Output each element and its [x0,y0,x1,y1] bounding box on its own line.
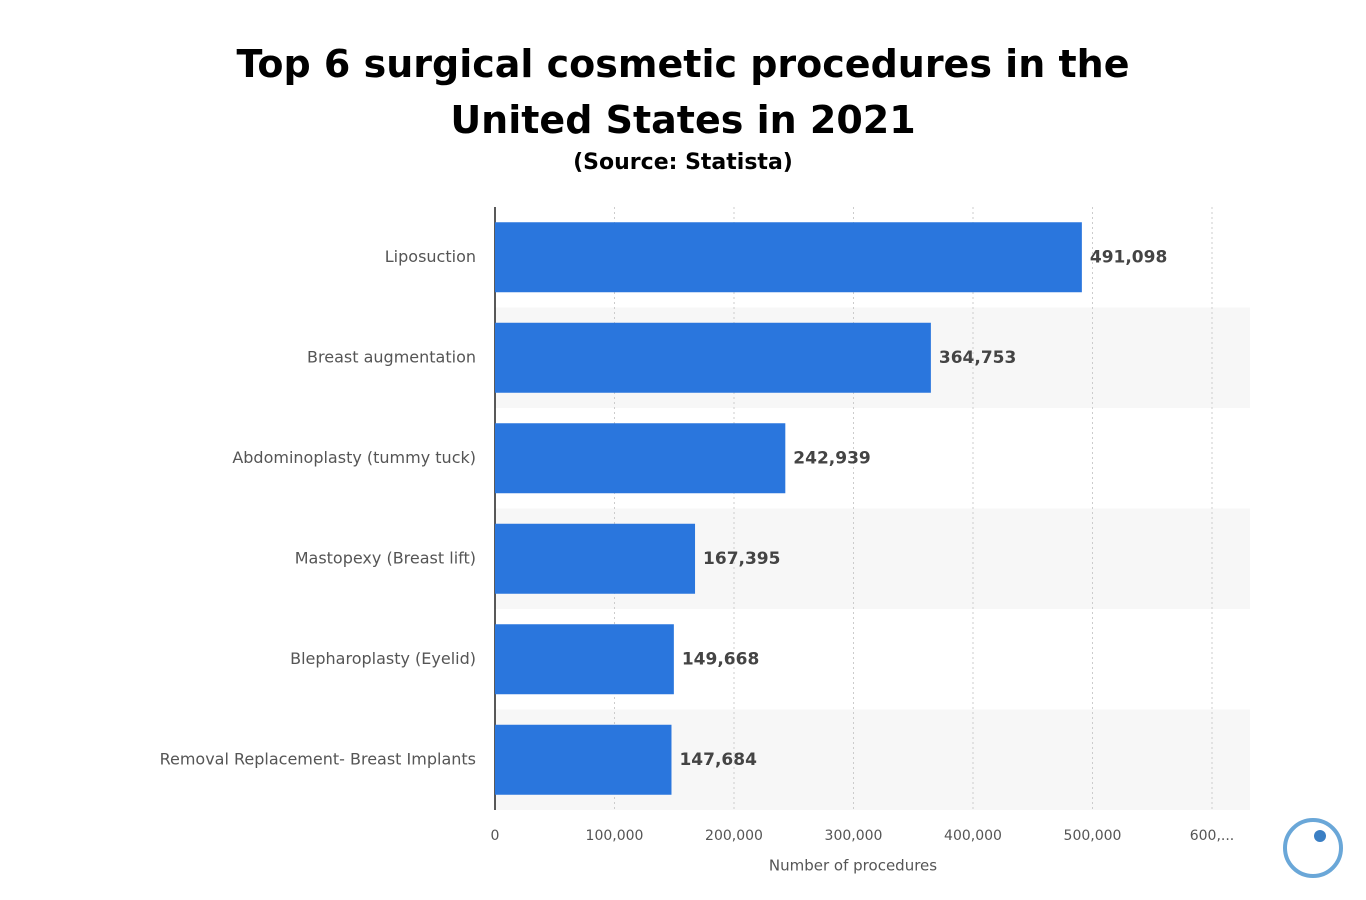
y-tick-label: Removal Replacement- Breast Implants [160,749,476,768]
bar [495,222,1082,293]
x-tick-label: 300,000 [825,828,883,844]
x-axis-label: Number of procedures [769,857,937,875]
x-tick-label: 100,000 [586,828,644,844]
x-tick-label: 400,000 [944,828,1002,844]
bar [495,724,672,795]
y-tick-label: Mastopexy (Breast lift) [295,548,476,567]
y-tick-label: Blepharoplasty (Eyelid) [290,649,476,668]
y-tick-label: Abdominoplasty (tummy tuck) [232,448,476,467]
logo-ring [1283,818,1343,878]
value-label: 149,668 [682,649,759,669]
x-tick-label: 500,000 [1064,828,1122,844]
y-tick-label: Breast augmentation [307,347,476,366]
bar [495,322,931,393]
bar [495,523,696,594]
x-tick-label: 600,... [1190,828,1235,844]
bar [495,423,786,494]
chart-title: Top 6 surgical cosmetic procedures in th… [236,42,1130,142]
value-label: 491,098 [1090,247,1167,267]
logo-dot [1314,830,1326,842]
value-label: 242,939 [793,448,870,468]
logo [1283,818,1343,878]
y-tick-label: Liposuction [385,247,476,266]
x-tick-label: 0 [491,828,500,844]
x-tick-label: 200,000 [705,828,763,844]
value-label: 147,684 [679,750,757,770]
value-label: 167,395 [703,549,780,569]
bar [495,624,674,695]
value-label: 364,753 [939,348,1016,368]
chart-subtitle: (Source: Statista) [573,150,793,175]
